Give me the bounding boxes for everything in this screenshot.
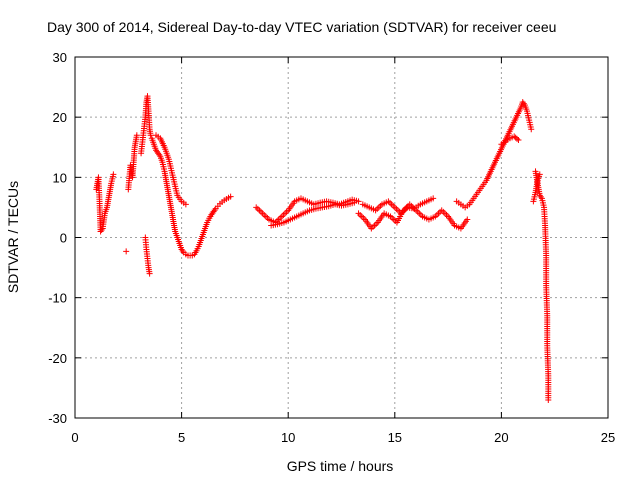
data-point <box>123 248 130 255</box>
data-point <box>110 171 117 178</box>
data-point <box>545 396 552 403</box>
y-tick-label: 0 <box>60 231 67 246</box>
chart-title: Day 300 of 2014, Sidereal Day-to-day VTE… <box>47 19 556 35</box>
data-point <box>182 201 189 208</box>
x-tick-label: 10 <box>281 430 295 445</box>
x-tick-label: 25 <box>601 430 615 445</box>
data-point <box>514 135 521 142</box>
data-point <box>227 193 234 200</box>
y-tick-label: 10 <box>53 170 67 185</box>
x-tick-label: 5 <box>178 430 185 445</box>
data-point <box>147 132 154 139</box>
x-tick-label: 20 <box>494 430 508 445</box>
x-tick-label: 0 <box>71 430 78 445</box>
data-point <box>351 199 358 206</box>
data-point <box>133 132 140 139</box>
x-tick-labels: 0 5 10 15 20 25 <box>71 430 615 445</box>
data-point <box>146 270 153 277</box>
y-axis-label: SDTVAR / TECUs <box>5 181 21 293</box>
data-point <box>464 216 471 223</box>
data-point <box>355 198 362 205</box>
y-tick-label: -30 <box>48 411 67 426</box>
data-point <box>528 126 535 133</box>
y-tick-label: 20 <box>53 110 67 125</box>
y-tick-label: 30 <box>53 50 67 65</box>
data-point <box>515 137 522 144</box>
data-points <box>93 93 552 403</box>
x-axis-label: GPS time / hours <box>287 458 394 474</box>
x-tick-label: 15 <box>388 430 402 445</box>
y-tick-label: -10 <box>48 291 67 306</box>
axis-ticks <box>74 56 609 419</box>
data-point <box>536 171 543 178</box>
data-point <box>430 195 437 202</box>
y-tick-label: -20 <box>48 351 67 366</box>
y-tick-labels: -30 -20 -10 0 10 20 30 <box>48 50 67 426</box>
grid-lines <box>75 57 608 418</box>
